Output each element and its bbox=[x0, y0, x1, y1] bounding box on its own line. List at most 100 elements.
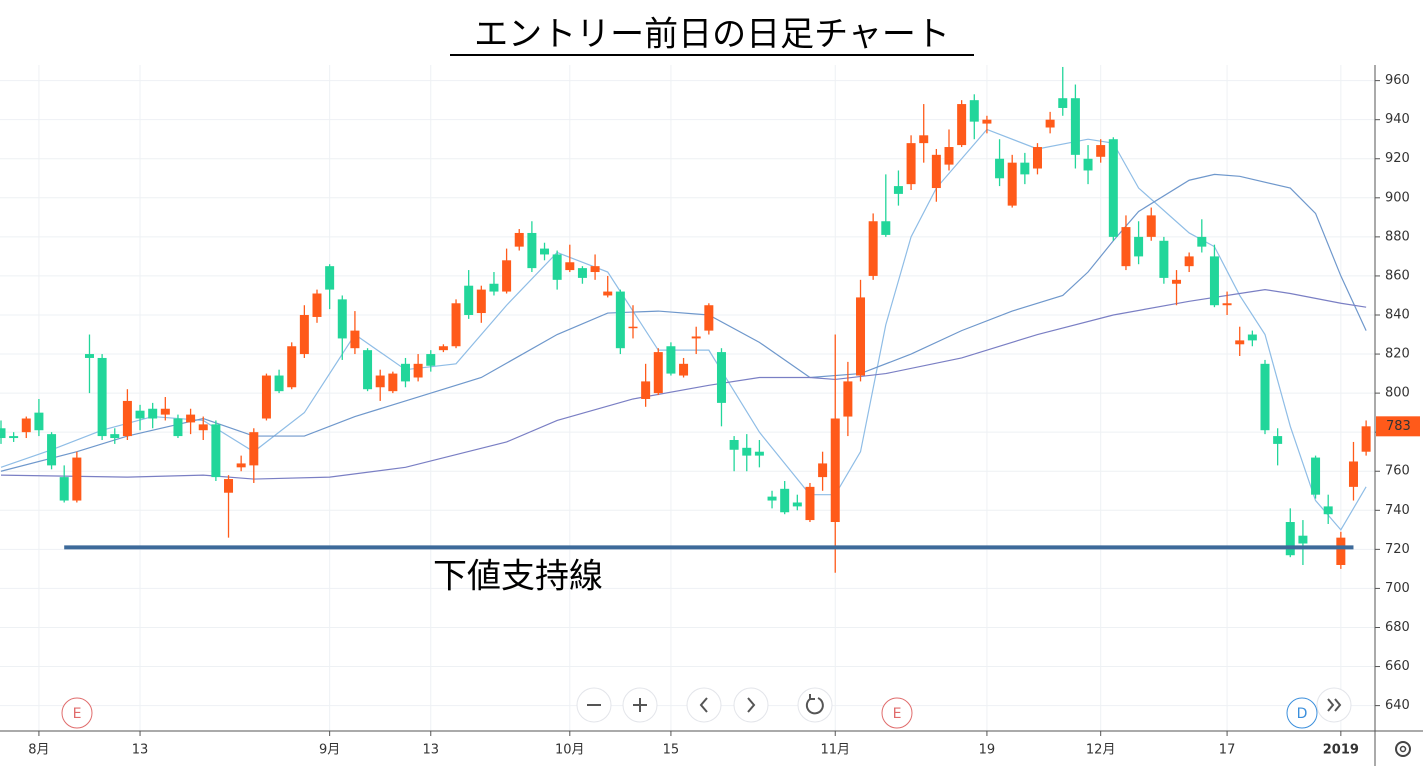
candle-body bbox=[716, 352, 726, 403]
candle-body bbox=[287, 346, 297, 388]
candle-body bbox=[0, 428, 6, 439]
candle-body bbox=[198, 424, 208, 431]
candle-body bbox=[780, 488, 790, 513]
candle-body bbox=[1273, 436, 1283, 444]
y-tick-label: 940 bbox=[1385, 112, 1410, 127]
candle-body bbox=[881, 221, 891, 235]
candle-body bbox=[540, 248, 550, 255]
candle-body bbox=[919, 135, 929, 144]
candle-body bbox=[1134, 236, 1144, 257]
candle-body bbox=[224, 479, 234, 493]
candle-body bbox=[742, 447, 752, 456]
candle-body bbox=[476, 289, 486, 314]
candle-body bbox=[438, 346, 448, 351]
candle-body bbox=[969, 100, 979, 122]
candle-body bbox=[502, 260, 512, 292]
candle-body bbox=[299, 314, 309, 355]
candle-body bbox=[186, 414, 196, 423]
x-tick-label: 10月 bbox=[555, 743, 585, 758]
candle-body bbox=[704, 305, 714, 331]
candle-body bbox=[1298, 535, 1308, 544]
candle-body bbox=[160, 408, 170, 415]
candle-body bbox=[249, 432, 259, 466]
candle-body bbox=[375, 375, 385, 388]
x-tick-label: 9月 bbox=[319, 743, 340, 758]
candle-body bbox=[1222, 303, 1232, 306]
y-tick-label: 640 bbox=[1385, 698, 1410, 713]
scroll-right-button[interactable] bbox=[733, 687, 769, 723]
candle-body bbox=[1172, 279, 1182, 284]
settings-button[interactable] bbox=[1395, 741, 1411, 757]
candle-body bbox=[628, 326, 638, 329]
candle-body bbox=[1285, 522, 1295, 556]
candle-body bbox=[957, 104, 967, 146]
candle-body bbox=[1209, 256, 1219, 306]
candle-body bbox=[1108, 139, 1118, 237]
candle-body bbox=[9, 436, 19, 439]
candle-body bbox=[754, 451, 764, 456]
candle-body bbox=[830, 418, 840, 523]
candle-body bbox=[691, 336, 701, 339]
y-tick-label: 800 bbox=[1385, 386, 1410, 401]
event-marker bbox=[61, 697, 93, 729]
reset-button[interactable] bbox=[797, 687, 833, 723]
last-price-box bbox=[1376, 416, 1420, 437]
x-tick-label: 17 bbox=[1219, 743, 1236, 758]
candle-body bbox=[211, 424, 221, 478]
candle-body bbox=[34, 412, 44, 431]
icon bbox=[805, 694, 824, 715]
candle-body bbox=[1361, 426, 1371, 452]
candle-body bbox=[84, 354, 94, 358]
candle-body bbox=[856, 297, 866, 376]
plot-area: 下値支持線 bbox=[0, 65, 1375, 731]
candle-body bbox=[274, 375, 284, 392]
candle-body bbox=[843, 381, 853, 417]
candle-body bbox=[312, 293, 322, 317]
candle-body bbox=[1260, 363, 1270, 431]
x-tick-label: 13 bbox=[132, 743, 149, 758]
candle-body bbox=[1184, 256, 1194, 267]
candle-body bbox=[97, 357, 107, 437]
candle-body bbox=[388, 373, 398, 392]
candle-body bbox=[603, 291, 613, 296]
candle-body bbox=[135, 410, 145, 419]
candle-body bbox=[982, 119, 992, 124]
candle-body bbox=[400, 363, 410, 382]
candle-body bbox=[489, 283, 499, 292]
candle-body bbox=[1323, 506, 1333, 515]
icon bbox=[1395, 741, 1411, 757]
y-tick-label: 660 bbox=[1385, 659, 1410, 674]
x-tick-label: 8月 bbox=[28, 743, 49, 758]
candle-body bbox=[1032, 147, 1042, 169]
scroll-left-button[interactable] bbox=[686, 687, 722, 723]
y-tick-label: 700 bbox=[1385, 581, 1410, 596]
candle-body bbox=[47, 434, 57, 466]
candle-body bbox=[666, 346, 676, 374]
icon bbox=[1327, 698, 1342, 712]
candle-body bbox=[527, 232, 537, 269]
y-tick-label: 840 bbox=[1385, 307, 1410, 322]
candle-body bbox=[1235, 340, 1245, 345]
x-tick-label: 2019 bbox=[1323, 743, 1359, 758]
candle-body bbox=[350, 330, 360, 349]
candle-body bbox=[110, 434, 120, 439]
icon bbox=[747, 697, 756, 713]
y-tick-label: 720 bbox=[1385, 542, 1410, 557]
last-price-label: 783 bbox=[1386, 419, 1411, 434]
event-marker-label: E bbox=[893, 706, 902, 722]
candle-body bbox=[590, 266, 600, 273]
y-tick-label: 860 bbox=[1385, 268, 1410, 283]
candle-body bbox=[792, 502, 802, 507]
candle-body bbox=[261, 375, 271, 419]
candle-body bbox=[805, 486, 815, 521]
candle-body bbox=[1020, 162, 1030, 175]
candle-body bbox=[1007, 162, 1017, 206]
candle-body bbox=[565, 262, 575, 271]
candle-body bbox=[464, 285, 474, 315]
y-tick-label: 900 bbox=[1385, 190, 1410, 205]
moving-average-line bbox=[0, 128, 1367, 531]
toolbar bbox=[576, 687, 1352, 723]
candle-body bbox=[995, 158, 1005, 179]
candle-body bbox=[514, 232, 524, 247]
candle-body bbox=[1083, 158, 1093, 171]
